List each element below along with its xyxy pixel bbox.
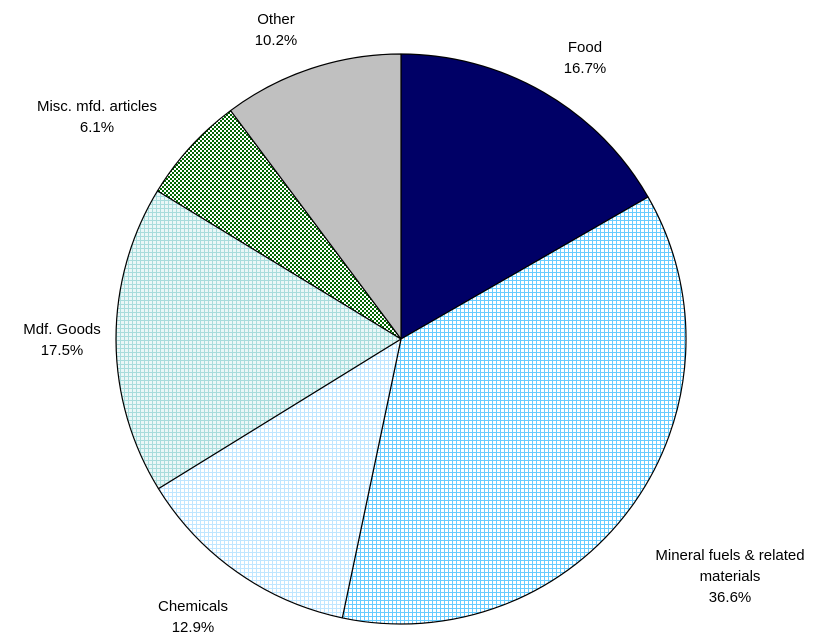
slice-name-label: Misc. mfd. articles (37, 98, 157, 115)
slice-label-mineral-fuels-related-materials: Mineral fuels & related materials 36.6% (655, 547, 804, 606)
slice-name-label: Mdf. Goods (23, 321, 101, 338)
pie-slice-chemicals (157, 338, 402, 619)
slice-name-label: Chemicals (158, 598, 228, 615)
pie-slice-mineral-fuels-related-materials (341, 196, 687, 625)
slice-name-label: materials (700, 568, 761, 585)
pie-slices (115, 53, 687, 625)
slice-label-food: Food 16.7% (564, 39, 607, 77)
pie-slice-food (400, 53, 649, 340)
slice-percent-label: 12.9% (172, 619, 215, 636)
slice-percent-label: 16.7% (564, 60, 607, 77)
slice-name-label: Food (568, 39, 602, 56)
slice-name-label: Mineral fuels & related (655, 547, 804, 564)
slice-percent-label: 10.2% (255, 32, 298, 49)
pie-slice-mdf-goods (115, 190, 402, 490)
slice-name-label: Other (257, 11, 295, 28)
slice-percent-label: 36.6% (709, 589, 752, 606)
slice-label-mdf-goods: Mdf. Goods 17.5% (23, 321, 101, 359)
slice-label-chemicals: Chemicals 12.9% (158, 598, 228, 636)
pie-slice-other (230, 53, 402, 340)
slice-percent-label: 6.1% (80, 119, 114, 136)
slice-percent-label: 17.5% (41, 342, 84, 359)
slice-label-other: Other 10.2% (255, 11, 298, 49)
slice-label-misc-mfd-articles: Misc. mfd. articles 6.1% (37, 98, 157, 136)
slice-labels: Food 16.7% Mineral fuels & related material… (23, 11, 804, 636)
